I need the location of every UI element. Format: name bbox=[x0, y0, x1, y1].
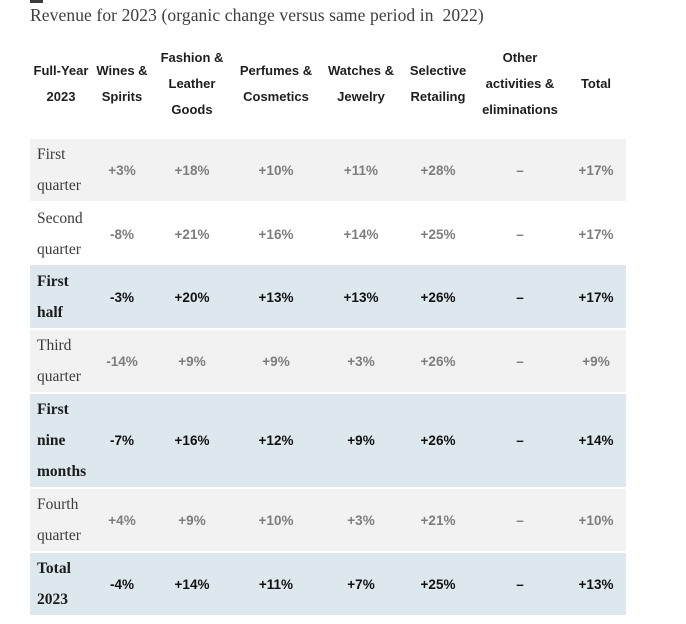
value-cell: +9% bbox=[232, 329, 320, 394]
value-cell: +26% bbox=[402, 329, 474, 394]
value-cell: +10% bbox=[232, 488, 320, 553]
value-cell: +3% bbox=[320, 488, 402, 553]
value-cell: +9% bbox=[152, 329, 232, 394]
table-row-first-quarter: First quarter +3% +18% +10% +11% +28% – … bbox=[30, 139, 626, 203]
value-cell: +25% bbox=[402, 552, 474, 617]
column-header-watches-jewelry: Watches & Jewelry bbox=[320, 39, 402, 139]
value-cell: +7% bbox=[320, 552, 402, 617]
value-cell: +16% bbox=[152, 393, 232, 489]
value-cell: +14% bbox=[566, 393, 626, 489]
value-cell: +11% bbox=[232, 552, 320, 617]
value-cell: +4% bbox=[92, 488, 152, 553]
column-header-fashion-leather-goods: Fashion & Leather Goods bbox=[152, 39, 232, 139]
table-row-second-quarter: Second quarter -8% +21% +16% +14% +25% –… bbox=[30, 202, 626, 266]
value-cell: +13% bbox=[232, 265, 320, 330]
value-cell: +17% bbox=[566, 139, 626, 203]
revenue-table-section: Revenue for 2023 (organic change versus … bbox=[30, 0, 626, 617]
value-cell: +21% bbox=[152, 202, 232, 266]
value-cell: +26% bbox=[402, 265, 474, 330]
row-label: First quarter bbox=[30, 139, 92, 203]
value-cell: +3% bbox=[320, 329, 402, 394]
value-cell: – bbox=[474, 329, 566, 394]
column-header-perfumes-cosmetics: Perfumes & Cosmetics bbox=[232, 39, 320, 139]
value-cell: +28% bbox=[402, 139, 474, 203]
row-label: Fourth quarter bbox=[30, 488, 92, 553]
value-cell: +21% bbox=[402, 488, 474, 553]
column-header-selective-retailing: Selective Retailing bbox=[402, 39, 474, 139]
value-cell: +13% bbox=[566, 552, 626, 617]
row-label: Second quarter bbox=[30, 202, 92, 266]
value-cell: +14% bbox=[152, 552, 232, 617]
column-header-wines-spirits: Wines & Spirits bbox=[92, 39, 152, 139]
value-cell: +12% bbox=[232, 393, 320, 489]
value-cell: +25% bbox=[402, 202, 474, 266]
value-cell: +11% bbox=[320, 139, 402, 203]
row-label: Total 2023 bbox=[30, 552, 92, 617]
value-cell: -4% bbox=[92, 552, 152, 617]
value-cell: -7% bbox=[92, 393, 152, 489]
table-row-total-2023: Total 2023 -4% +14% +11% +7% +25% – +13% bbox=[30, 552, 626, 617]
value-cell: -14% bbox=[92, 329, 152, 394]
value-cell: +17% bbox=[566, 265, 626, 330]
column-header-total: Total bbox=[566, 39, 626, 139]
value-cell: +3% bbox=[92, 139, 152, 203]
value-cell: +20% bbox=[152, 265, 232, 330]
column-header-full-year-2023: Full-Year 2023 bbox=[30, 39, 92, 139]
row-label: Third quarter bbox=[30, 329, 92, 394]
page-title: Revenue for 2023 (organic change versus … bbox=[30, 5, 484, 25]
table-row-first-half: First half -3% +20% +13% +13% +26% – +17… bbox=[30, 265, 626, 330]
value-cell: +9% bbox=[566, 329, 626, 394]
value-cell: – bbox=[474, 202, 566, 266]
value-cell: – bbox=[474, 552, 566, 617]
value-cell: +18% bbox=[152, 139, 232, 203]
row-label: First nine months bbox=[30, 393, 92, 489]
value-cell: – bbox=[474, 488, 566, 553]
value-cell: +14% bbox=[320, 202, 402, 266]
table-row-first-nine-months: First nine months -7% +16% +12% +9% +26%… bbox=[30, 393, 626, 489]
value-cell: – bbox=[474, 265, 566, 330]
value-cell: -8% bbox=[92, 202, 152, 266]
value-cell: – bbox=[474, 139, 566, 203]
value-cell: +13% bbox=[320, 265, 402, 330]
table-row-third-quarter: Third quarter -14% +9% +9% +3% +26% – +9… bbox=[30, 329, 626, 394]
header-row: Full-Year 2023 Wines & Spirits Fashion &… bbox=[30, 39, 626, 139]
revenue-table: Full-Year 2023 Wines & Spirits Fashion &… bbox=[30, 39, 626, 617]
value-cell: – bbox=[474, 393, 566, 489]
value-cell: +26% bbox=[402, 393, 474, 489]
column-header-other-activities: Other activities & eliminations bbox=[474, 39, 566, 139]
value-cell: +9% bbox=[152, 488, 232, 553]
value-cell: +9% bbox=[320, 393, 402, 489]
row-label: First half bbox=[30, 265, 92, 330]
value-cell: -3% bbox=[92, 265, 152, 330]
table-row-fourth-quarter: Fourth quarter +4% +9% +10% +3% +21% – +… bbox=[30, 488, 626, 553]
value-cell: +10% bbox=[566, 488, 626, 553]
table-header: Full-Year 2023 Wines & Spirits Fashion &… bbox=[30, 39, 626, 139]
top-rule bbox=[30, 0, 43, 3]
value-cell: +10% bbox=[232, 139, 320, 203]
value-cell: +17% bbox=[566, 202, 626, 266]
value-cell: +16% bbox=[232, 202, 320, 266]
